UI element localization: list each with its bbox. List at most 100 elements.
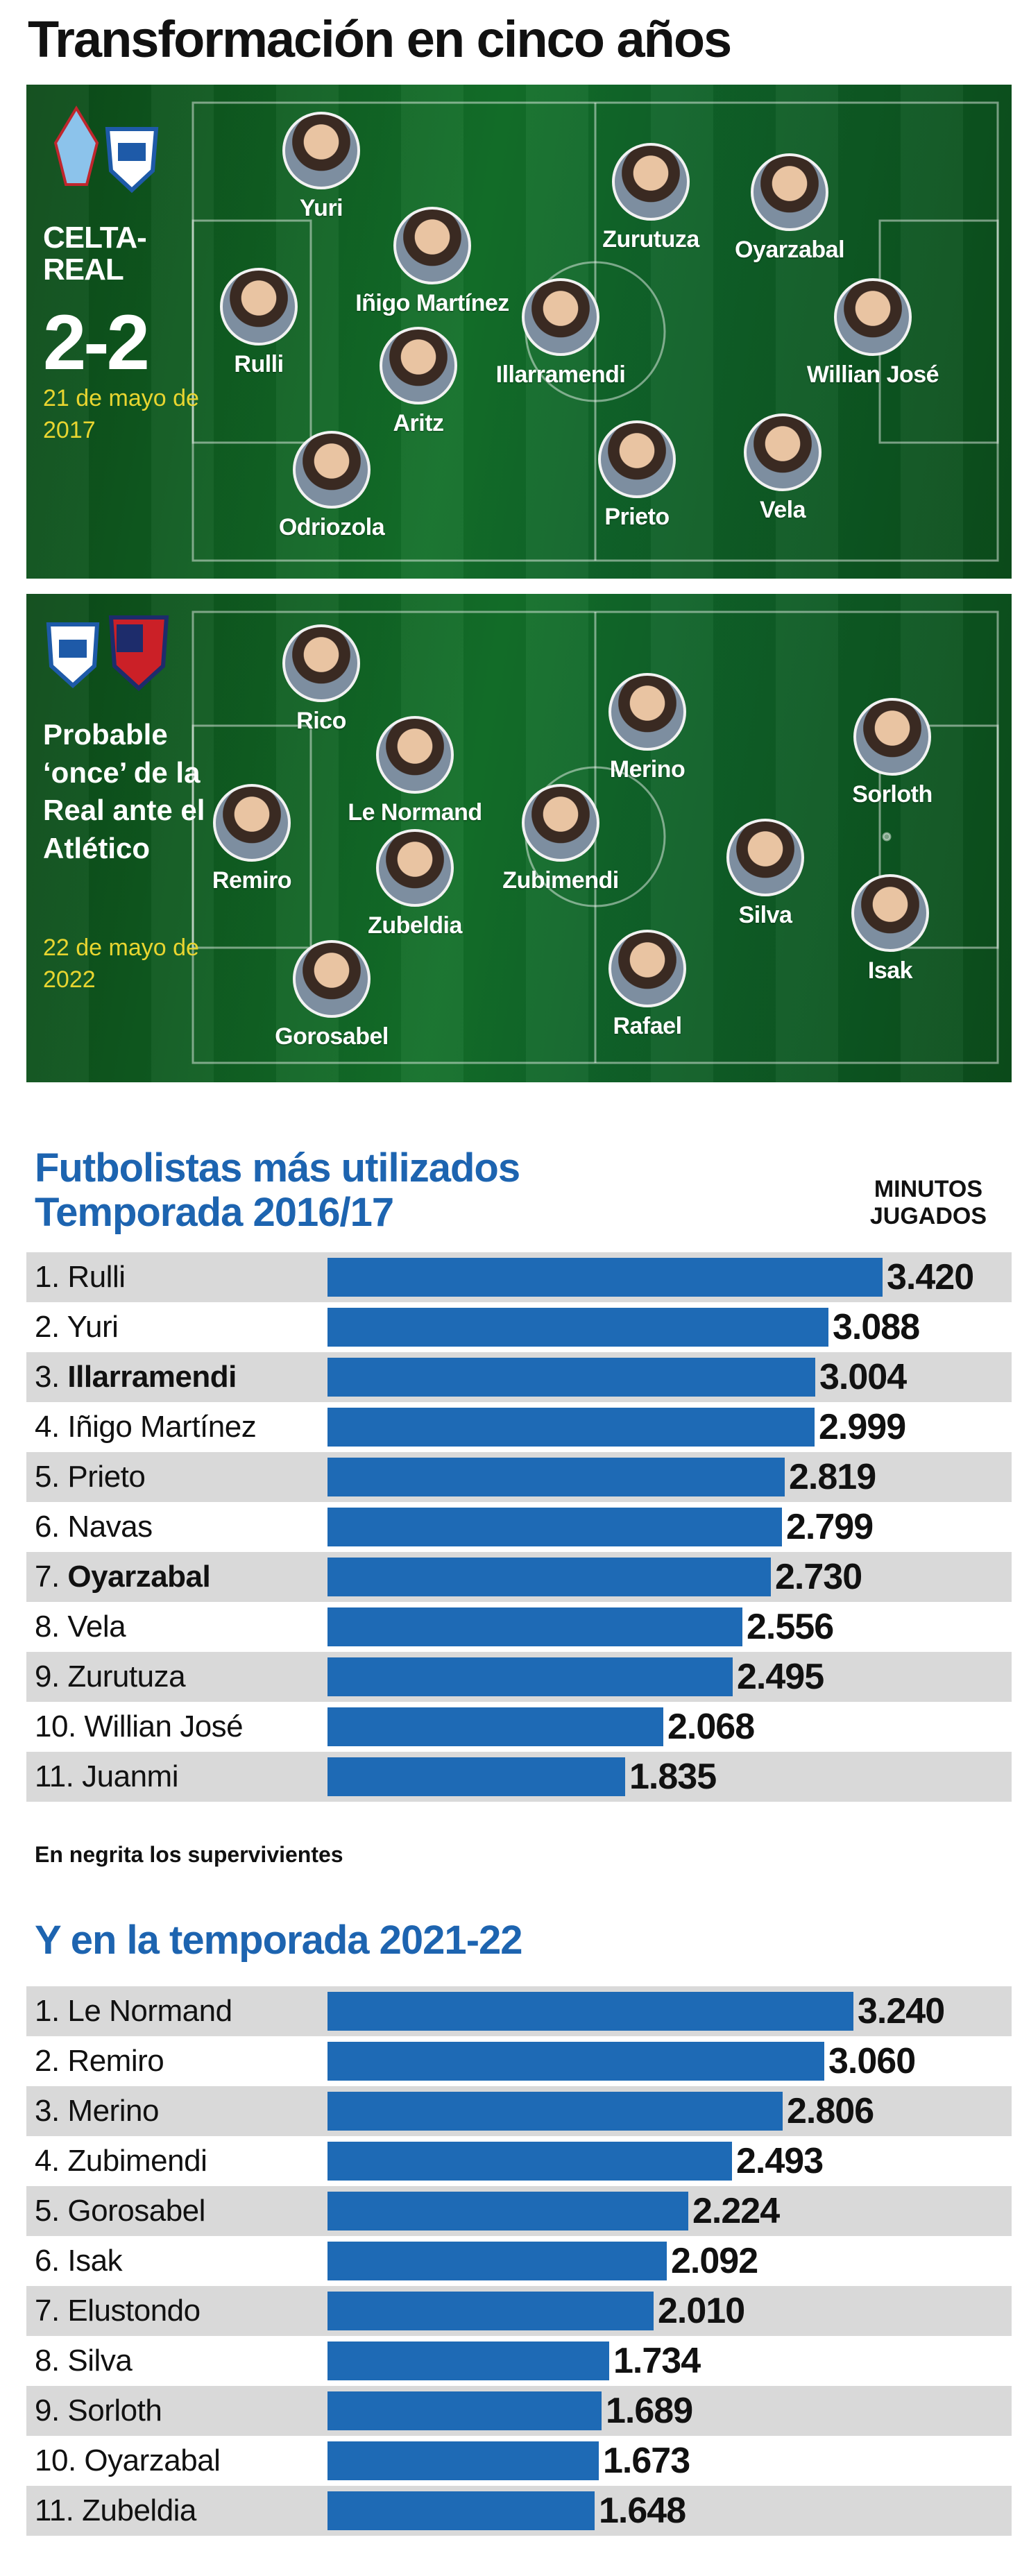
player-label: Gorosabel bbox=[67, 2194, 205, 2228]
bar-row: 2. Remiro 3.060 bbox=[26, 2036, 1012, 2086]
player-label: Willian José bbox=[84, 1709, 244, 1743]
chart-title-2021-22: Y en la temporada 2021-22 bbox=[35, 1918, 523, 1963]
bar-value-label: 1.734 bbox=[613, 2341, 701, 2381]
bar-row: 3. Illarramendi 3.004 bbox=[26, 1352, 1012, 1402]
bar-row: 11. Juanmi 1.835 bbox=[26, 1752, 1012, 1802]
player-label: Illarramendi bbox=[67, 1360, 237, 1394]
match-date: 22 de mayo de 2022 bbox=[43, 935, 199, 993]
player-name: Silva bbox=[738, 902, 792, 928]
bar-category-label: 5. Gorosabel bbox=[35, 2186, 205, 2236]
rank-label: 3. bbox=[35, 1360, 68, 1394]
bar-category-label: 5. Prieto bbox=[35, 1452, 146, 1502]
player-name: Rafael bbox=[613, 1013, 682, 1039]
bar-row: 7. Oyarzabal 2.730 bbox=[26, 1552, 1012, 1602]
bar-value-label: 3.240 bbox=[858, 1991, 945, 2031]
rank-label: 8. bbox=[35, 2344, 68, 2378]
rank-label: 7. bbox=[35, 1560, 68, 1594]
player-label: Navas bbox=[67, 1510, 153, 1544]
player-photo-icon bbox=[751, 153, 828, 231]
player-name: Iñigo Martínez bbox=[355, 290, 509, 316]
bar-category-label: 2. Remiro bbox=[35, 2036, 164, 2086]
bar bbox=[327, 1308, 828, 1347]
bar-row: 5. Prieto 2.819 bbox=[26, 1452, 1012, 1502]
player-name: Aritz bbox=[393, 410, 444, 436]
bar bbox=[327, 2391, 602, 2430]
bar-row: 5. Gorosabel 2.224 bbox=[26, 2186, 1012, 2236]
bar-row: 6. Isak 2.092 bbox=[26, 2236, 1012, 2286]
bar-category-label: 6. Navas bbox=[35, 1502, 153, 1552]
pitch-stripes bbox=[26, 594, 1012, 1082]
rank-label: 4. bbox=[35, 2144, 68, 2178]
rank-label: 8. bbox=[35, 1610, 68, 1644]
bar-value-label: 2.999 bbox=[819, 1407, 906, 1447]
player-name: Rulli bbox=[234, 351, 284, 377]
player-photo-icon bbox=[851, 874, 929, 952]
player-name: Merino bbox=[609, 756, 686, 783]
bar-category-label: 9. Zurutuza bbox=[35, 1652, 186, 1702]
player-label: Remiro bbox=[67, 2044, 164, 2078]
bar-category-label: 1. Le Normand bbox=[35, 1986, 232, 2036]
player-photo-icon bbox=[612, 143, 690, 221]
bar-row: 7. Elustondo 2.010 bbox=[26, 2286, 1012, 2336]
bar-row: 1. Le Normand 3.240 bbox=[26, 1986, 1012, 2036]
match-date: 21 de mayo de 2017 bbox=[43, 385, 199, 443]
bar-chart-2016-17: 1. Rulli 3.420 2. Yuri 3.088 3. Illarramendi… bbox=[26, 1252, 1012, 1802]
bar-value-label: 2.799 bbox=[786, 1507, 874, 1547]
player-photo-icon bbox=[293, 940, 371, 1018]
bar-value-label: 2.068 bbox=[667, 1707, 755, 1747]
bar-category-label: 10. Oyarzabal bbox=[35, 2436, 221, 2486]
rank-label: 5. bbox=[35, 2194, 68, 2228]
bar-row: 8. Silva 1.734 bbox=[26, 2336, 1012, 2386]
rank-label: 7. bbox=[35, 2294, 68, 2328]
bar-value-label: 2.224 bbox=[692, 2191, 780, 2231]
player-photo-icon bbox=[522, 278, 599, 356]
rank-label: 10. bbox=[35, 1709, 85, 1743]
rank-label: 3. bbox=[35, 2094, 68, 2128]
rank-label: 9. bbox=[35, 1660, 68, 1694]
rank-label: 6. bbox=[35, 2244, 68, 2278]
bar-row: 3. Merino 2.806 bbox=[26, 2086, 1012, 2136]
player-name: Zurutuza bbox=[602, 226, 699, 253]
footnote: En negrita los supervivientes bbox=[35, 1842, 343, 1867]
player-photo-icon bbox=[608, 673, 686, 751]
bar-row: 11. Zubeldia 1.648 bbox=[26, 2486, 1012, 2536]
bar-value-label: 2.819 bbox=[789, 1457, 876, 1497]
player-photo-icon bbox=[220, 268, 298, 346]
bar-value-label: 2.556 bbox=[747, 1607, 834, 1647]
player-photo-icon bbox=[376, 716, 454, 794]
bar-category-label: 8. Silva bbox=[35, 2336, 133, 2386]
player-photo-icon bbox=[522, 784, 599, 862]
player-photo-icon bbox=[598, 420, 676, 498]
bar-category-label: 10. Willian José bbox=[35, 1702, 244, 1752]
bar-value-label: 2.092 bbox=[671, 2241, 758, 2281]
player-name: Willian José bbox=[806, 361, 939, 388]
player-name: Zubeldia bbox=[368, 912, 462, 939]
lineup-field-2017: CELTA- REAL 2-2 21 de mayo de 2017 Yuri I… bbox=[26, 85, 1012, 579]
bar-row: 1. Rulli 3.420 bbox=[26, 1252, 1012, 1302]
bar-row: 9. Zurutuza 2.495 bbox=[26, 1652, 1012, 1702]
match-score: 2-2 bbox=[43, 299, 150, 386]
bar-value-label: 3.088 bbox=[833, 1307, 920, 1347]
bar bbox=[327, 2342, 609, 2380]
player-name: Illarramendi bbox=[495, 361, 626, 388]
bar bbox=[327, 1408, 815, 1447]
club-crests-icon bbox=[46, 615, 169, 692]
bar-value-label: 2.495 bbox=[737, 1657, 824, 1697]
bar-row: 2. Yuri 3.088 bbox=[26, 1302, 1012, 1352]
rank-label: 1. bbox=[35, 1994, 68, 2028]
club-crests-icon bbox=[53, 105, 159, 194]
rank-label: 2. bbox=[35, 2044, 68, 2078]
player-name: Rico bbox=[296, 708, 346, 734]
player-name: Gorosabel bbox=[275, 1023, 389, 1050]
bar bbox=[327, 1508, 782, 1546]
player-photo-icon bbox=[282, 112, 360, 189]
bar bbox=[327, 1992, 853, 2031]
player-name: Isak bbox=[867, 957, 913, 984]
bar-row: 8. Vela 2.556 bbox=[26, 1602, 1012, 1652]
bar-row: 9. Sorloth 1.689 bbox=[26, 2386, 1012, 2436]
player-photo-icon bbox=[726, 819, 804, 896]
bar-value-label: 2.010 bbox=[658, 2291, 745, 2331]
bar bbox=[327, 2242, 667, 2280]
bar-value-label: 2.730 bbox=[775, 1557, 862, 1597]
player-label: Elustondo bbox=[67, 2294, 201, 2328]
